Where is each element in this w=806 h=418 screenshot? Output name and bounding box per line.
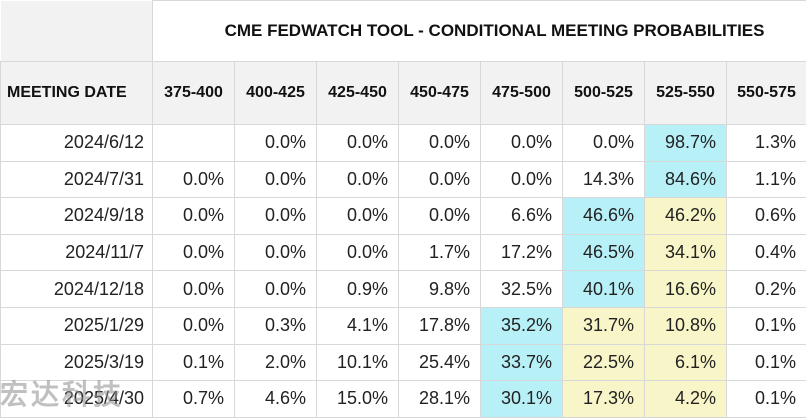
probability-cell: 30.1% [481,381,563,418]
probability-cell: 16.6% [645,271,727,308]
probability-cell: 84.6% [645,161,727,198]
probability-cell: 33.7% [481,344,563,381]
probability-cell: 32.5% [481,271,563,308]
meeting-date-header: MEETING DATE [1,62,153,125]
range-header-375-400: 375-400 [153,62,235,125]
probability-cell: 1.1% [727,161,806,198]
probability-cell: 6.6% [481,198,563,235]
meeting-date-cell: 2025/1/29 [1,307,153,344]
probability-cell: 0.4% [727,234,806,271]
meeting-date-cell: 2025/3/19 [1,344,153,381]
probability-cell: 0.0% [563,125,645,162]
probability-cell: 0.0% [317,125,399,162]
meeting-date-cell: 2024/9/18 [1,198,153,235]
probability-cell: 34.1% [645,234,727,271]
probability-cell: 22.5% [563,344,645,381]
probability-cell: 14.3% [563,161,645,198]
probability-cell: 0.3% [235,307,317,344]
meeting-date-cell: 2024/12/18 [1,271,153,308]
title-row: CME FEDWATCH TOOL - CONDITIONAL MEETING … [1,1,806,62]
probability-cell: 1.3% [727,125,806,162]
probability-cell: 0.0% [235,271,317,308]
probability-cell: 17.2% [481,234,563,271]
probability-cell: 17.8% [399,307,481,344]
probability-cell: 0.0% [153,161,235,198]
range-header-400-425: 400-425 [235,62,317,125]
probability-cell: 46.2% [645,198,727,235]
probability-cell: 0.0% [399,125,481,162]
probability-cell: 0.0% [317,161,399,198]
probability-cell: 0.0% [235,125,317,162]
probability-cell: 46.5% [563,234,645,271]
probability-cell: 0.0% [153,307,235,344]
probability-cell: 0.0% [317,198,399,235]
corner-cell [1,1,153,62]
probability-cell: 25.4% [399,344,481,381]
range-header-550-575: 550-575 [727,62,806,125]
probability-cell: 0.0% [153,271,235,308]
probability-cell: 0.1% [727,344,806,381]
probability-cell: 0.0% [235,198,317,235]
probability-cell: 0.6% [727,198,806,235]
meeting-date-cell: 2024/6/12 [1,125,153,162]
probability-cell: 0.1% [153,344,235,381]
probability-cell: 9.8% [399,271,481,308]
probability-cell: 6.1% [645,344,727,381]
probability-cell: 35.2% [481,307,563,344]
probability-cell: 0.0% [317,234,399,271]
probability-cell: 0.0% [481,125,563,162]
meeting-date-cell: 2025/4/30 [1,381,153,418]
range-header-425-450: 425-450 [317,62,399,125]
probability-cell: 28.1% [399,381,481,418]
probability-cell: 31.7% [563,307,645,344]
probability-cell: 1.7% [399,234,481,271]
probability-cell: 4.2% [645,381,727,418]
probability-cell: 0.7% [153,381,235,418]
probability-cell: 17.3% [563,381,645,418]
probability-cell: 0.2% [727,271,806,308]
probability-cell: 0.0% [481,161,563,198]
probability-cell: 0.0% [399,161,481,198]
range-header-450-475: 450-475 [399,62,481,125]
probability-cell: 0.9% [317,271,399,308]
probability-cell: 10.1% [317,344,399,381]
probability-cell: 0.0% [235,161,317,198]
meeting-date-cell: 2024/7/31 [1,161,153,198]
table-title: CME FEDWATCH TOOL - CONDITIONAL MEETING … [153,1,806,62]
probability-cell: 10.8% [645,307,727,344]
probability-cell: 0.0% [235,234,317,271]
probability-cell: 40.1% [563,271,645,308]
probability-cell: 0.1% [727,307,806,344]
probability-cell: 15.0% [317,381,399,418]
probability-cell: 4.6% [235,381,317,418]
probability-cell: 0.0% [153,198,235,235]
probability-cell: 98.7% [645,125,727,162]
probability-cell: 0.1% [727,381,806,418]
range-header-475-500: 475-500 [481,62,563,125]
probability-cell: 2.0% [235,344,317,381]
range-header-500-525: 500-525 [563,62,645,125]
probability-cell: 46.6% [563,198,645,235]
probability-cell: 0.0% [153,234,235,271]
probability-cell: 0.0% [399,198,481,235]
meeting-date-cell: 2024/11/7 [1,234,153,271]
probability-cell: 4.1% [317,307,399,344]
probability-cell [153,125,235,162]
range-header-525-550: 525-550 [645,62,727,125]
